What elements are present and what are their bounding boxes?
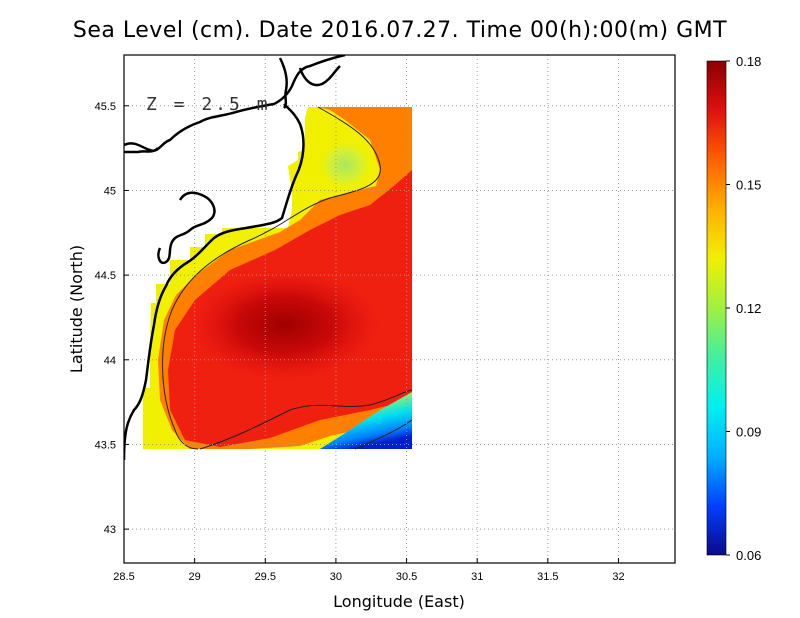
colorbar-tick-label: 0.09 [736, 425, 761, 440]
x-tick-label: 29.5 [255, 571, 276, 583]
coastline-east-bay [124, 147, 159, 154]
colorbar-ticks: 0.06 0.09 0.12 0.15 0.18 [726, 54, 761, 563]
x-tick-label: 30 [330, 571, 342, 583]
y-tick-label: 43 [104, 524, 116, 536]
coastline-lagoon [157, 191, 216, 265]
x-tick-label: 30.5 [396, 571, 417, 583]
y-axis-ticks: 43 43.5 44 44.5 45 45.5 [95, 101, 129, 536]
contour-line-3 [354, 419, 413, 450]
y-axis-label: Latitude (North) [67, 245, 86, 373]
y-tick-label: 44 [104, 355, 116, 367]
colorbar-tick-label: 0.06 [736, 548, 761, 563]
depth-label: Z = 2.5 m [146, 94, 271, 115]
x-tick-label: 32 [612, 571, 624, 583]
x-tick-label: 28.5 [113, 571, 134, 583]
map-title: Sea Level (cm). Date 2016.07.27. Time 00… [72, 18, 728, 43]
coastline-south [124, 103, 305, 461]
x-axis-label: Longitude (East) [333, 592, 465, 611]
x-tick-label: 29 [189, 571, 201, 583]
coastline [124, 55, 346, 461]
sea-level-field [143, 106, 413, 450]
colorbar [706, 60, 727, 556]
y-tick-label: 43.5 [95, 439, 116, 451]
x-axis-ticks: 28.5 29 29.5 30 30.5 31 31.5 32 [113, 558, 625, 583]
colorbar-tick-label: 0.18 [736, 54, 761, 69]
coastline-island [278, 57, 288, 109]
colorbar-tick-label: 0.12 [736, 301, 761, 316]
contour-line-2 [199, 389, 413, 450]
plot-frame [123, 54, 676, 564]
field-south-gradient [320, 392, 412, 449]
field-green-spot [317, 139, 373, 191]
y-tick-label: 44.5 [95, 270, 116, 282]
y-tick-label: 45 [104, 185, 116, 197]
grid-lines [124, 55, 675, 563]
coastline-north [298, 65, 341, 87]
contour-line-1 [162, 106, 381, 450]
colorbar-tick-label: 0.15 [736, 178, 761, 193]
x-tick-label: 31 [471, 571, 483, 583]
field-max-core [190, 270, 380, 380]
y-tick-label: 45.5 [95, 101, 116, 113]
x-tick-label: 31.5 [537, 571, 558, 583]
